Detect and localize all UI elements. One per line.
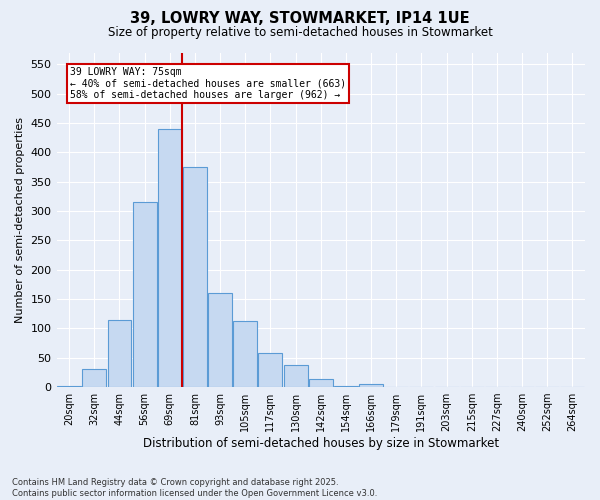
Bar [158,129,182,387]
Bar [183,167,207,387]
Bar [309,379,333,387]
Bar [233,322,257,387]
X-axis label: Distribution of semi-detached houses by size in Stowmarket: Distribution of semi-detached houses by … [143,437,499,450]
Bar [133,202,157,387]
Bar [334,386,358,387]
Bar [57,386,81,387]
Bar [284,365,308,387]
Text: Contains HM Land Registry data © Crown copyright and database right 2025.
Contai: Contains HM Land Registry data © Crown c… [12,478,377,498]
Text: Size of property relative to semi-detached houses in Stowmarket: Size of property relative to semi-detach… [107,26,493,39]
Text: 39 LOWRY WAY: 75sqm
← 40% of semi-detached houses are smaller (663)
58% of semi-: 39 LOWRY WAY: 75sqm ← 40% of semi-detach… [70,67,346,100]
Bar [82,370,106,387]
Bar [359,384,383,387]
Bar [107,320,131,387]
Bar [208,293,232,387]
Y-axis label: Number of semi-detached properties: Number of semi-detached properties [15,117,25,323]
Bar [259,353,283,387]
Text: 39, LOWRY WAY, STOWMARKET, IP14 1UE: 39, LOWRY WAY, STOWMARKET, IP14 1UE [130,11,470,26]
